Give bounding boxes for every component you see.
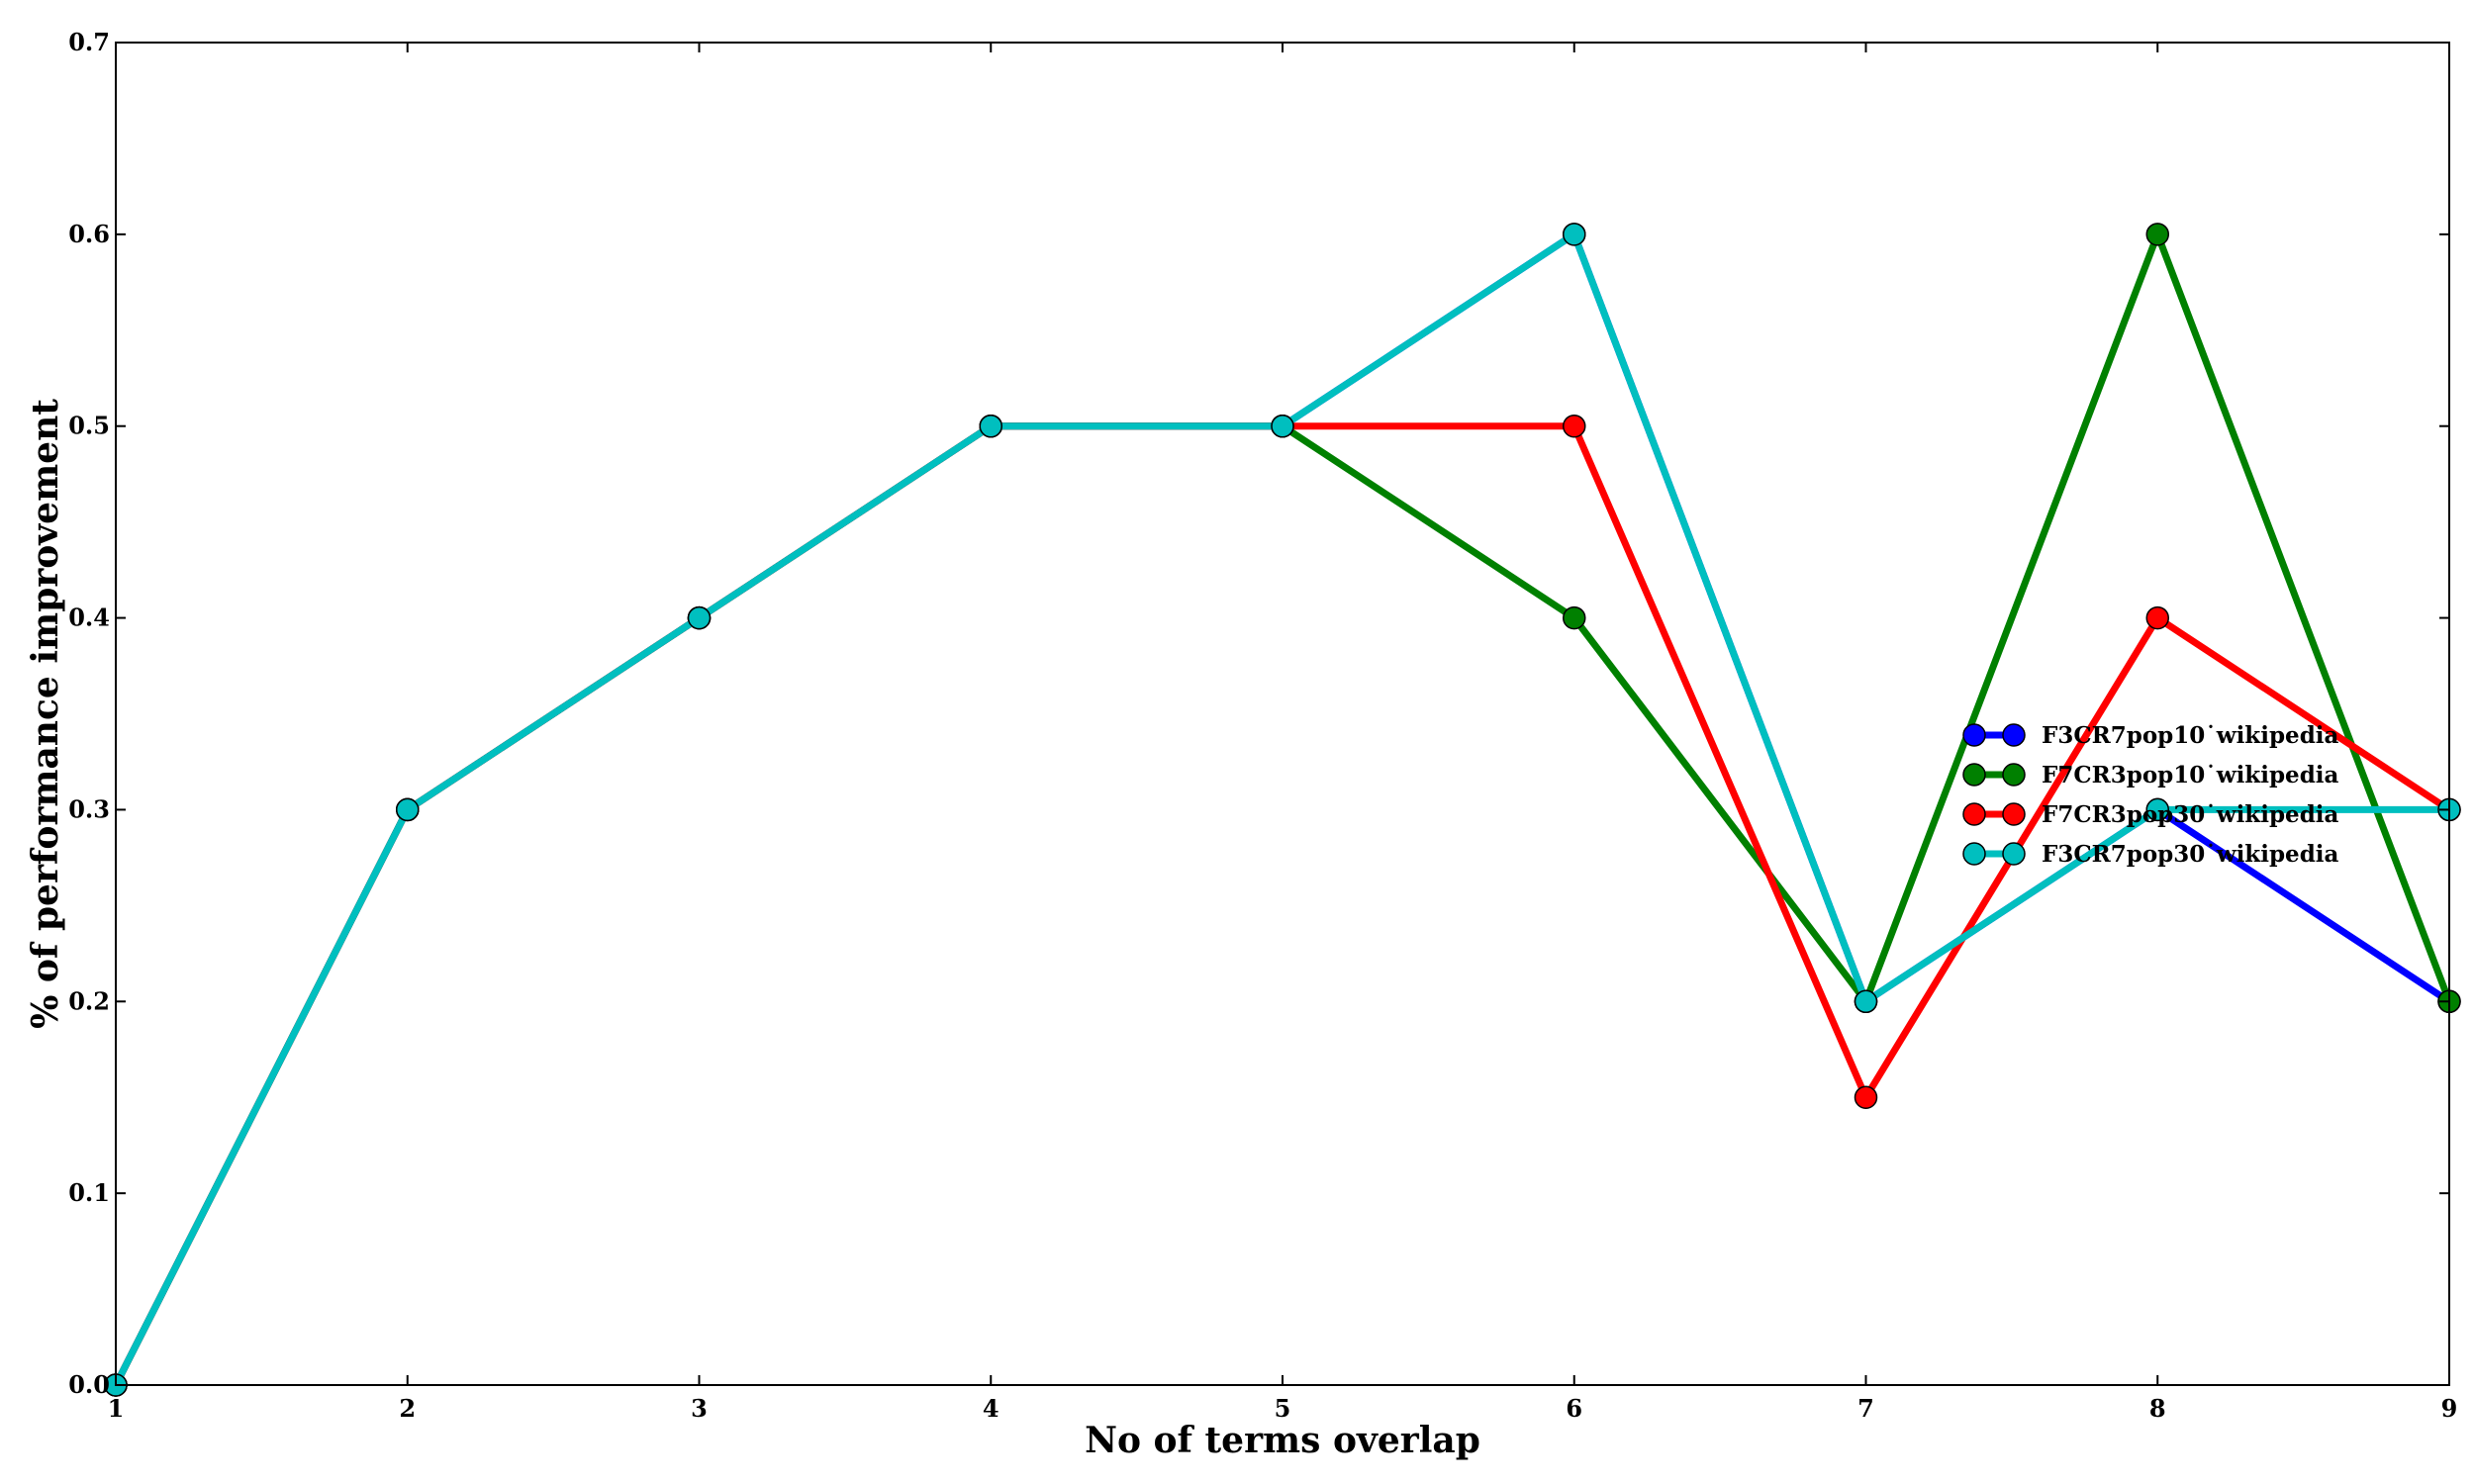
x-tick-label: 9 [2441,1394,2458,1423]
data-point [2145,223,2169,246]
x-tick-label: 6 [1566,1394,1582,1423]
data-point [2145,797,2169,822]
series-3 [104,414,2461,1397]
legend-label: F7CR3pop30˙wikipedia [2042,801,2339,828]
axis-ticks: 1 2 3 4 5 6 7 8 9 0.0 0.1 0.2 0.3 0.4 0.5 0.6 0.7 [68,28,2457,1423]
legend-marker [1962,723,1986,747]
legend-marker [2002,842,2026,866]
data-point [1563,223,1586,246]
series-line [112,422,2451,1387]
x-tick-label: 8 [2149,1394,2166,1423]
data-point [1854,1085,1878,1109]
data-point [1563,414,1586,438]
legend-item: F7CR3pop30˙wikipedia [1962,801,2339,828]
legend-marker [2002,723,2026,747]
data-point [979,414,1002,438]
y-tick-label: 0.7 [68,28,110,56]
data-point [1854,989,1878,1014]
legend: F3CR7pop10˙wikipedia F7CR3pop10˙wikipedia… [1962,722,2339,868]
legend-item: F3CR7pop30˙wikipedia [1962,841,2339,868]
legend-item: F7CR3pop10˙wikipedia [1962,762,2339,788]
legend-marker [1962,842,1986,866]
legend-item: F3CR7pop10˙wikipedia [1962,722,2339,749]
series-layer [104,223,2461,1397]
x-axis-label: No of terms overlap [1085,1420,1480,1461]
legend-label: F7CR3pop10˙wikipedia [2042,762,2339,788]
series-4 [104,223,2461,1397]
y-tick-label: 0.2 [68,986,110,1015]
x-tick-label: 5 [1275,1394,1291,1423]
y-tick-label: 0.6 [68,220,110,248]
data-point [687,605,712,630]
x-tick-label: 7 [1857,1394,1874,1423]
y-tick-label: 0.5 [68,412,110,440]
y-tick-label: 0.1 [68,1178,110,1207]
y-tick-label: 0.3 [68,794,110,823]
x-tick-label: 2 [399,1394,416,1423]
x-tick-label: 1 [108,1394,125,1423]
data-point [1563,605,1586,630]
x-tick-label: 3 [691,1394,708,1423]
legend-label: F3CR7pop10˙wikipedia [2042,722,2339,749]
legend-marker [2002,763,2026,787]
legend-marker [1962,763,1986,787]
data-point [396,797,420,822]
y-tick-label: 0.4 [68,603,110,632]
y-tick-label: 0.0 [68,1370,110,1399]
legend-marker [1962,802,1986,826]
x-tick-label: 4 [983,1394,999,1423]
legend-label: F3CR7pop30˙wikipedia [2042,841,2339,868]
legend-marker [2002,802,2026,826]
data-point [1271,414,1294,438]
data-point [2145,605,2169,630]
y-axis-label: % of performance improvement [25,399,66,1029]
